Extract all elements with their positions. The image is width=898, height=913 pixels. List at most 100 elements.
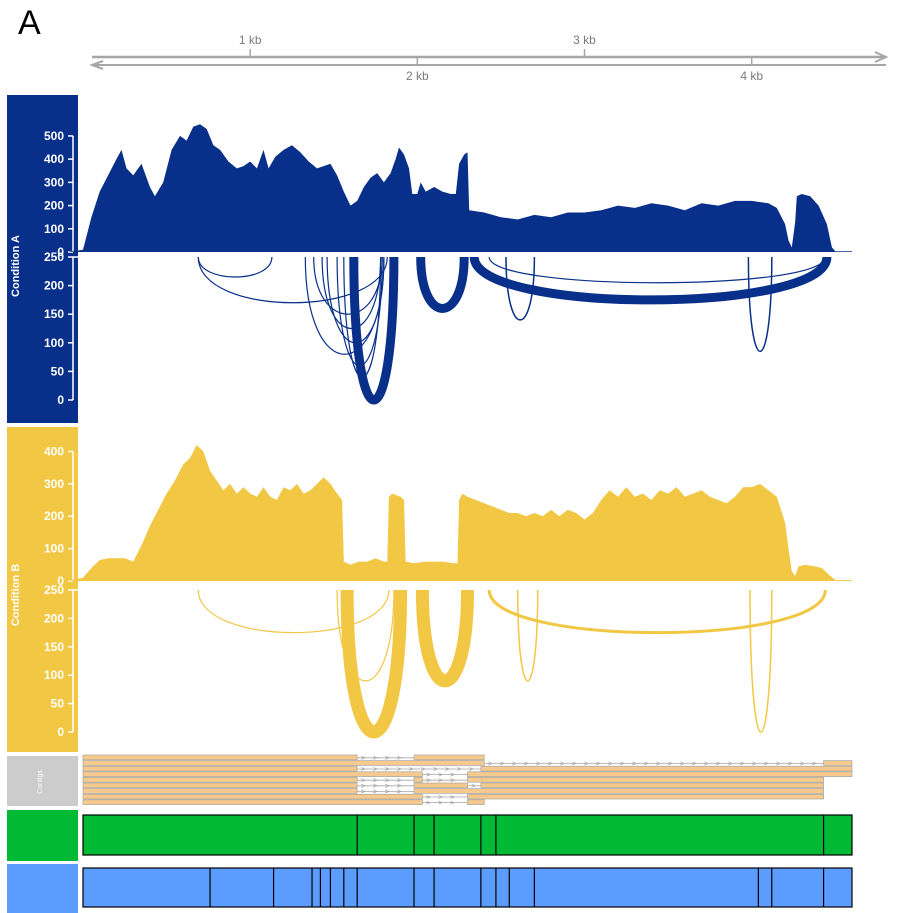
contig-intron-arrow [752, 761, 758, 766]
track-name-label: Condition B [10, 564, 22, 626]
contig-intron-arrow [812, 761, 818, 766]
condition-b-track: Condition B 0 100 200 300 400 0 50 100 150 200 250 [7, 427, 852, 752]
junction-y-tick-label: 150 [44, 640, 64, 654]
junction-arc [749, 589, 773, 733]
junction-arc [197, 256, 388, 304]
contig-exon [82, 754, 358, 761]
junction-arc [416, 256, 469, 313]
contig-intron-arrow [536, 761, 542, 766]
contig-intron-arrow [512, 761, 518, 766]
contig-exon [82, 793, 423, 800]
genome-axis: 1 kb 2 kb 3 kb 4 kb [89, 33, 889, 83]
contig-intron-arrow [572, 761, 578, 766]
junction-arc [415, 589, 474, 688]
contig-intron-arrow [680, 761, 686, 766]
contig-intron-arrow [385, 755, 391, 760]
contig-exon [467, 771, 853, 777]
contig-intron-arrow [450, 795, 456, 799]
genome-axis-tick-label: 3 kb [573, 33, 596, 47]
contig-intron-arrow [397, 783, 403, 788]
contig-intron-arrow [438, 778, 444, 783]
contig-intron-arrow [385, 783, 391, 788]
contig-exon [480, 782, 824, 789]
junction-y-tick-label: 250 [44, 250, 64, 264]
contig-intron-arrow [421, 767, 427, 771]
contig-exon [82, 771, 423, 777]
contig-intron-arrow [608, 761, 614, 766]
coverage-y-tick-label: 100 [44, 222, 64, 236]
track-name-label: Condition A [10, 235, 22, 297]
contig-intron-arrow [656, 761, 662, 766]
contig-intron-arrow [373, 789, 379, 794]
contig-intron-arrow [373, 783, 379, 788]
contig-intron-arrow [361, 767, 367, 771]
contig-intron-arrow [373, 755, 379, 760]
contigs-label-strip [7, 756, 78, 806]
contig-intron-arrow [385, 789, 391, 794]
contigs-label: Contigs [37, 770, 44, 794]
junction-y-tick-label: 100 [44, 336, 64, 350]
contig-intron-arrow [397, 789, 403, 794]
contig-intron-arrow [426, 772, 432, 777]
contig-intron-arrow [716, 761, 722, 766]
panel-label: A [18, 4, 41, 42]
contig-intron-arrow [426, 795, 432, 799]
contig-intron-arrow [776, 761, 782, 766]
contig-intron-arrow [692, 761, 698, 766]
contig-intron-arrow [728, 761, 734, 766]
segment-tracks [7, 810, 853, 913]
contig-exon [82, 765, 358, 772]
junction-arc [747, 256, 773, 352]
contig-exon [467, 777, 824, 783]
contig-intron-arrow [450, 800, 456, 805]
junction-arc [469, 255, 832, 305]
junction-y-tick-label: 150 [44, 307, 64, 321]
track-label-strip [7, 427, 78, 752]
segment-bar [82, 867, 853, 908]
contig-intron-arrow [740, 761, 746, 766]
contig-intron-arrow [361, 783, 367, 788]
genome-axis-tick-label: 1 kb [239, 33, 262, 47]
contig-intron-arrow [385, 778, 391, 783]
contig-exon [467, 799, 485, 805]
junction-y-tick-label: 200 [44, 611, 64, 625]
contig-exon [82, 788, 358, 794]
contig-intron-arrow [500, 761, 506, 766]
junction-arc [487, 589, 827, 635]
junction-arc [340, 589, 408, 739]
contig-intron-arrow [445, 767, 451, 771]
junction-arc [197, 256, 273, 278]
contig-intron-arrow [397, 755, 403, 760]
contig-intron-arrow [668, 761, 674, 766]
contig-intron-arrow [584, 761, 590, 766]
contig-intron-arrow [632, 761, 638, 766]
junction-arc [321, 256, 382, 330]
contig-intron-arrow [426, 800, 432, 805]
junction-y-tick-label: 50 [51, 697, 65, 711]
coverage-y-tick-label: 500 [44, 129, 64, 143]
contig-exon [413, 777, 423, 783]
junction-y-tick-label: 200 [44, 279, 64, 293]
junction-arc [197, 589, 390, 634]
contig-intron-arrow [800, 761, 806, 766]
contig-intron-arrow [524, 761, 530, 766]
contig-exon [82, 782, 358, 789]
junction-y-tick-label: 50 [51, 364, 65, 378]
contig-intron-arrow [450, 778, 456, 783]
contig-exon [413, 754, 485, 761]
contig-intron-arrow [438, 772, 444, 777]
contig-intron-arrow [457, 767, 463, 771]
junction-arc [516, 589, 539, 682]
genome-axis-tick-label: 2 kb [406, 69, 429, 83]
segment-label-strip [7, 810, 78, 861]
contig-intron-arrow [409, 767, 415, 771]
coverage-y-tick-label: 0 [57, 245, 64, 259]
contig-intron-arrow [620, 761, 626, 766]
contig-intron-arrow [548, 761, 554, 766]
coverage-y-tick-label: 400 [44, 444, 64, 458]
contig-exon [413, 782, 468, 789]
contig-intron-arrow [361, 755, 367, 760]
contig-intron-arrow [438, 795, 444, 799]
coverage-y-tick-label: 200 [44, 199, 64, 213]
